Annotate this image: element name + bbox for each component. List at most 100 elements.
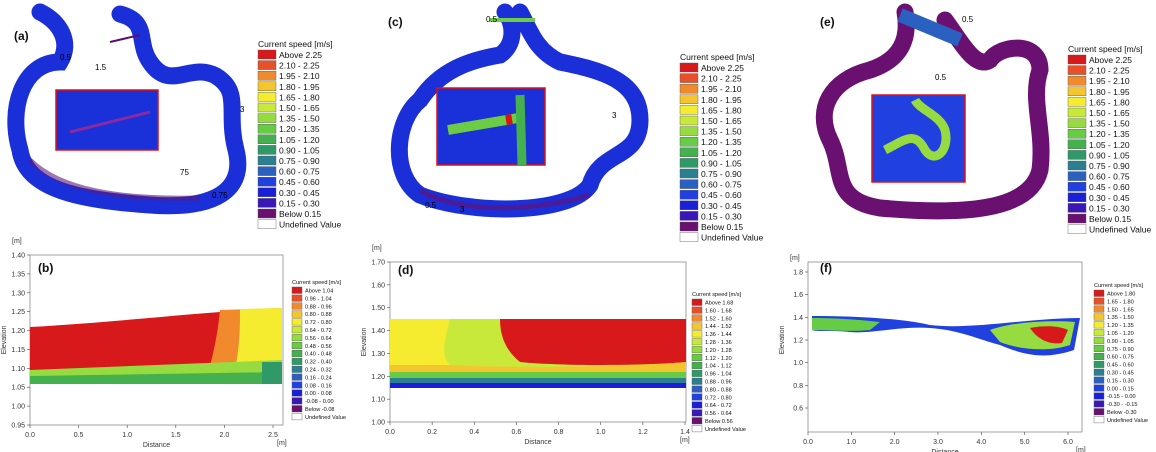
legend-swatch bbox=[1093, 289, 1105, 297]
legend-swatch bbox=[691, 338, 703, 346]
map-e bbox=[815, 3, 1050, 220]
legend-entry: Above 1.80 bbox=[1107, 292, 1135, 298]
legend-entry: 0.75 - 0.90 bbox=[279, 156, 320, 166]
x-axis-label: Distance bbox=[931, 449, 958, 452]
y-axis-label: Elevation bbox=[1, 325, 8, 354]
legend-entry: 0.45 - 0.60 bbox=[1107, 363, 1134, 369]
panel-label: (d) bbox=[398, 263, 413, 277]
legend-entry: 0.15 - 0.30 bbox=[701, 211, 742, 221]
y-tick-label: 1.40 bbox=[371, 328, 385, 335]
y-tick-label: 1.10 bbox=[371, 397, 385, 404]
legend-entry: 0.75 - 0.90 bbox=[701, 169, 742, 179]
legend-entry: Undefined Value bbox=[1107, 418, 1148, 424]
legend-swatch bbox=[257, 113, 277, 123]
legend-entry: 1.95 - 2.10 bbox=[701, 84, 742, 94]
legend-entry: 1.95 - 2.10 bbox=[279, 71, 320, 81]
legend-entry: 0.72 - 0.80 bbox=[705, 395, 732, 401]
map-a bbox=[7, 3, 247, 215]
legend-swatch bbox=[691, 425, 703, 433]
legend-title: Current speed [m/s] bbox=[692, 292, 742, 298]
legend-swatch bbox=[691, 385, 703, 393]
x-tick-label: 1.0 bbox=[846, 439, 856, 446]
panel-label: (e) bbox=[820, 15, 835, 29]
contour-label: 3 bbox=[612, 111, 617, 120]
legend-swatch bbox=[1093, 360, 1105, 368]
legend-swatch bbox=[291, 397, 303, 405]
legend-entry: Undefined Value bbox=[1089, 225, 1151, 235]
legend-swatch bbox=[1067, 181, 1087, 192]
legend-entry: 1.50 - 1.65 bbox=[1107, 307, 1134, 313]
y-tick-label: 1.4 bbox=[793, 315, 803, 322]
legend-entry: 1.05 - 1.20 bbox=[279, 135, 320, 145]
legend-entry: 0.45 - 0.60 bbox=[279, 177, 320, 187]
y-tick-label: 1.6 bbox=[793, 292, 803, 299]
legend-entry: 1.35 - 1.50 bbox=[701, 127, 742, 137]
legend-swatch bbox=[1093, 408, 1105, 416]
legend-swatch bbox=[1093, 384, 1105, 392]
legend-entry: 0.90 - 1.05 bbox=[279, 145, 320, 155]
legend-swatch bbox=[1093, 368, 1105, 376]
legend-entry: Undefined Value bbox=[701, 233, 763, 243]
legend-swatch bbox=[691, 377, 703, 385]
legend-swatch bbox=[691, 354, 703, 361]
legend-swatch bbox=[291, 405, 303, 413]
x-tick-label: 0.6 bbox=[512, 429, 522, 436]
legend-entry: Undefined Value bbox=[705, 427, 746, 433]
legend-entry: Above 1.68 bbox=[705, 301, 733, 307]
contour-label: 0.5 bbox=[935, 73, 947, 82]
legend-entry: 0.16 - 0.24 bbox=[305, 375, 332, 381]
legend-swatch bbox=[679, 105, 699, 115]
panel-label: (c) bbox=[388, 15, 403, 29]
legend-swatch bbox=[291, 318, 303, 326]
legend-entry: Undefined Value bbox=[279, 220, 341, 230]
legend-swatch bbox=[691, 330, 703, 338]
y-unit: [m] bbox=[12, 238, 22, 245]
legend-entry: 2.10 - 2.25 bbox=[1089, 66, 1130, 76]
legend-entry: 0.75 - 0.90 bbox=[1089, 161, 1130, 171]
y-tick-label: 1.2 bbox=[793, 338, 803, 345]
legend-title: Current speed [m/s] bbox=[258, 39, 333, 49]
legend-swatch bbox=[257, 155, 277, 166]
legend-entry: 0.60 - 0.75 bbox=[701, 180, 742, 190]
legend-swatch bbox=[1067, 128, 1087, 139]
legend-swatch bbox=[1093, 321, 1105, 329]
x-tick-label: 0.5 bbox=[74, 432, 84, 439]
x-tick-label: 1.5 bbox=[171, 432, 181, 439]
legend-swatch bbox=[691, 322, 703, 330]
legend-entry: Above 2.25 bbox=[701, 63, 744, 73]
legend-entry: 0.90 - 1.05 bbox=[1107, 339, 1134, 345]
legend-entry: 0.30 - 0.45 bbox=[701, 201, 742, 211]
legend-swatch bbox=[691, 417, 703, 425]
legend-entry: 1.20 - 1.28 bbox=[705, 348, 732, 354]
legend-entry: 0.72 - 0.80 bbox=[305, 320, 332, 326]
legend-entry: 1.20 - 1.35 bbox=[701, 137, 742, 147]
legend-entry: 0.80 - 0.88 bbox=[305, 312, 332, 318]
legend-swatch bbox=[257, 198, 277, 208]
legend-entry: 0.48 - 0.56 bbox=[305, 344, 332, 350]
legend-swatch bbox=[679, 115, 699, 126]
legend-swatch bbox=[679, 189, 699, 200]
legend-swatch bbox=[257, 81, 277, 92]
legend-swatch bbox=[1067, 107, 1087, 118]
legend-entry: 1.20 - 1.35 bbox=[1107, 323, 1134, 329]
x-tick-label: 2.0 bbox=[220, 432, 230, 439]
legend-swatch bbox=[691, 346, 703, 354]
legend-swatch bbox=[679, 73, 699, 83]
contour-label: 0.5 bbox=[486, 15, 498, 24]
x-tick-label: 1.0 bbox=[122, 432, 132, 439]
legend-entry: Below -0.30 bbox=[1107, 410, 1137, 416]
legend-entry: 1.65 - 1.80 bbox=[701, 105, 742, 115]
legend-swatch bbox=[1093, 345, 1105, 352]
legend-swatch bbox=[257, 134, 277, 145]
legend-swatch bbox=[679, 179, 699, 189]
x-tick-label: 0.8 bbox=[554, 429, 564, 436]
legend-entry: 1.52 - 1.60 bbox=[705, 316, 732, 322]
contour-label: 0.5 bbox=[60, 53, 72, 62]
contour-label: 3 bbox=[460, 205, 465, 214]
contour-label: 1.5 bbox=[95, 63, 107, 72]
x-axis-label: Distance bbox=[524, 439, 551, 446]
y-tick-label: 1.40 bbox=[11, 253, 25, 260]
x-axis-label: Distance bbox=[143, 442, 170, 449]
legend-swatch bbox=[691, 369, 703, 377]
